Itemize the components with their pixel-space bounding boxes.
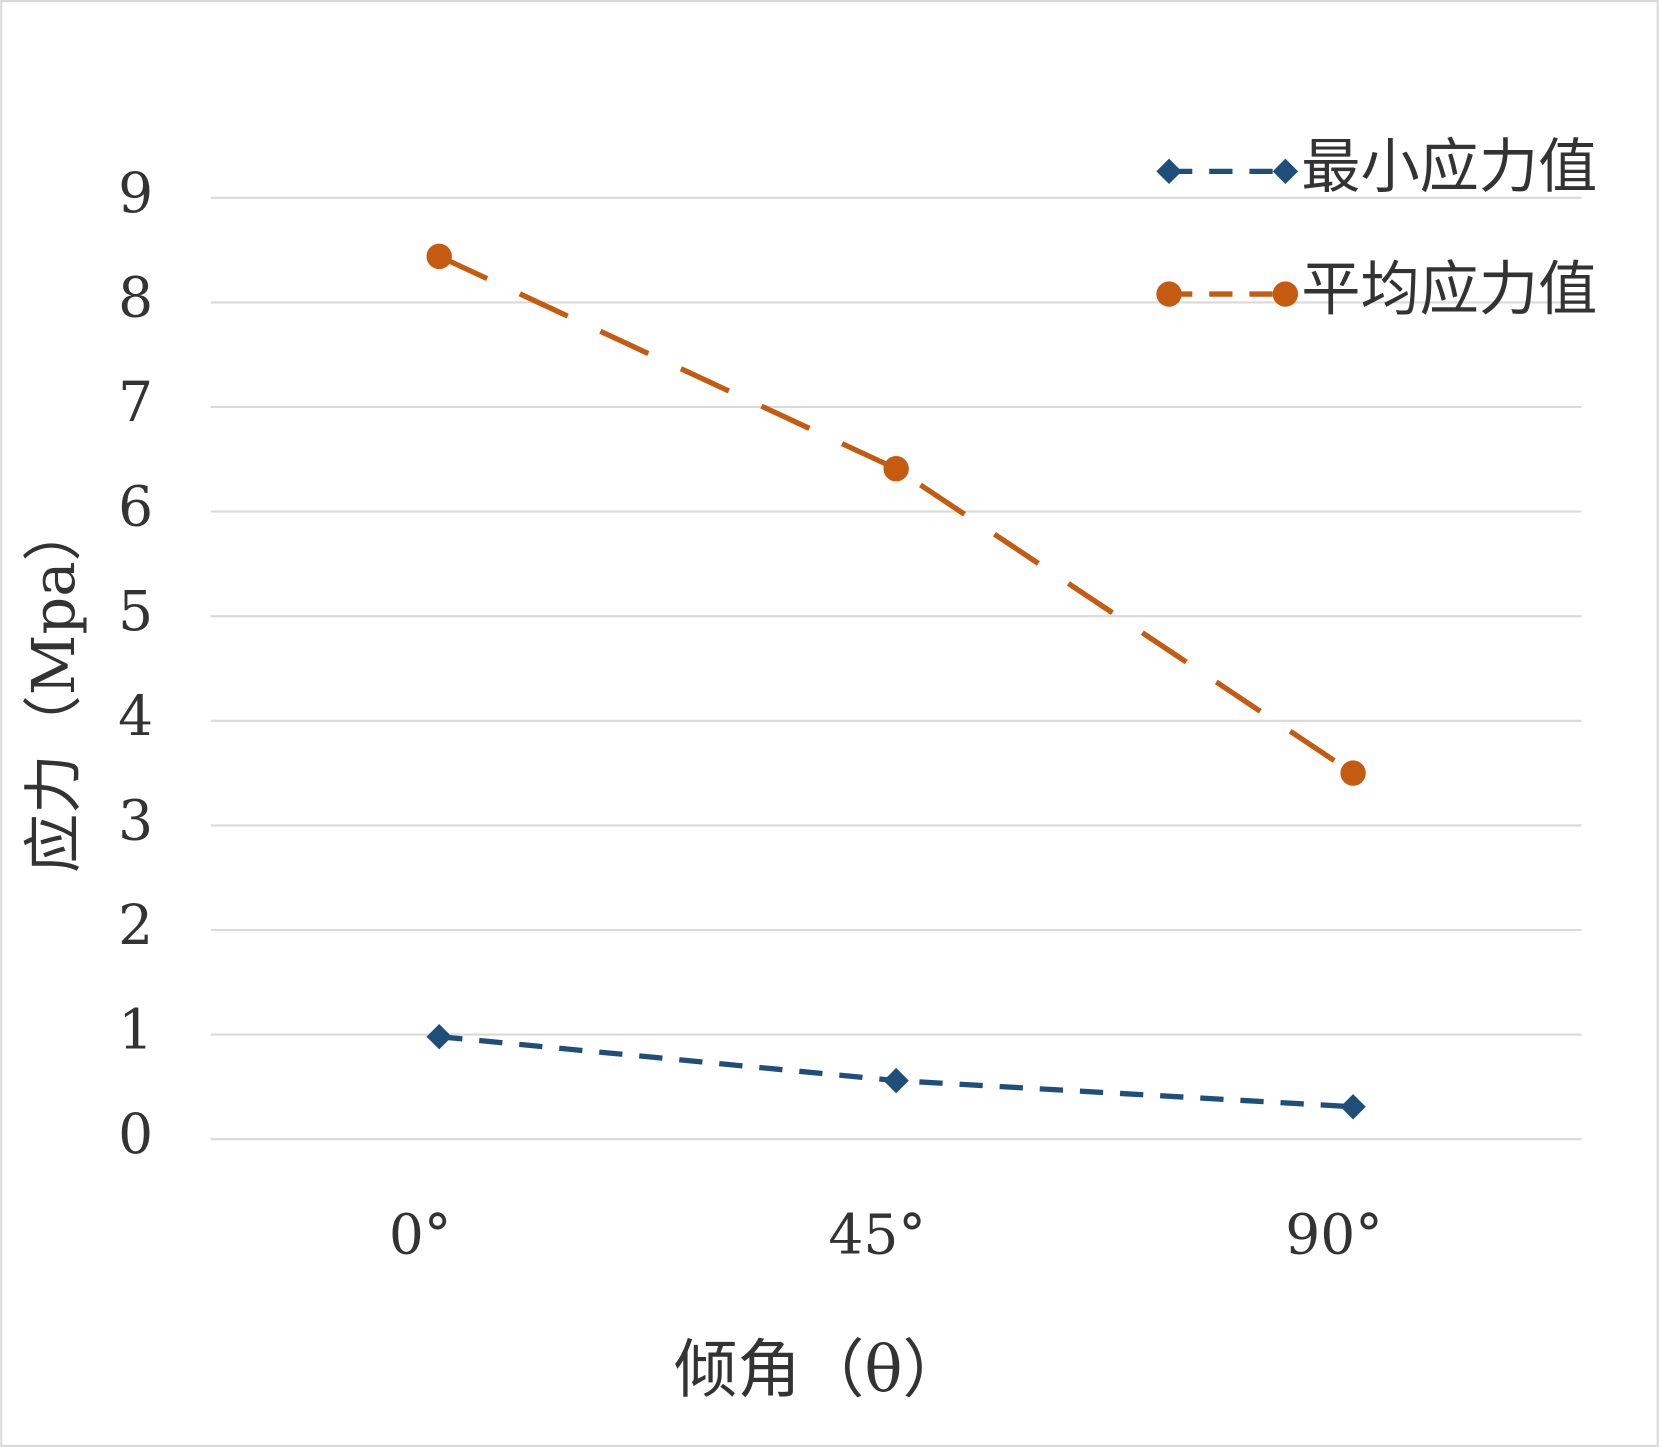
- y-tick-label: 6: [118, 475, 153, 539]
- legend-marker: [1156, 158, 1299, 185]
- marker: [883, 456, 909, 482]
- x-tick-label: 45°: [828, 1203, 926, 1267]
- y-tick-label: 2: [118, 893, 153, 957]
- legend-marker: [1156, 281, 1182, 307]
- y-axis-title: 应力（Mpa）: [19, 502, 88, 873]
- y-tick-label: 5: [118, 579, 153, 643]
- marker: [1340, 760, 1366, 786]
- y-tick-label: 9: [118, 161, 153, 225]
- y-tick-label: 0: [118, 1102, 153, 1166]
- marker: [426, 1023, 452, 1050]
- marker: [426, 243, 452, 270]
- y-tick-label: 1: [118, 998, 153, 1062]
- marker: [883, 1067, 909, 1094]
- y-tick-label: 8: [118, 265, 153, 329]
- x-tick-label: 0°: [389, 1203, 452, 1267]
- legend-marker: [1272, 281, 1299, 307]
- y-tick-label: 7: [118, 370, 153, 434]
- y-tick-label: 4: [118, 684, 153, 748]
- x-tick-label: 90°: [1285, 1203, 1383, 1267]
- x-axis-title: 倾角（θ）: [674, 1333, 966, 1407]
- legend-label: 平均应力值: [1301, 255, 1597, 324]
- y-tick-label: 3: [118, 788, 153, 852]
- legend-label: 最小应力值: [1301, 132, 1597, 201]
